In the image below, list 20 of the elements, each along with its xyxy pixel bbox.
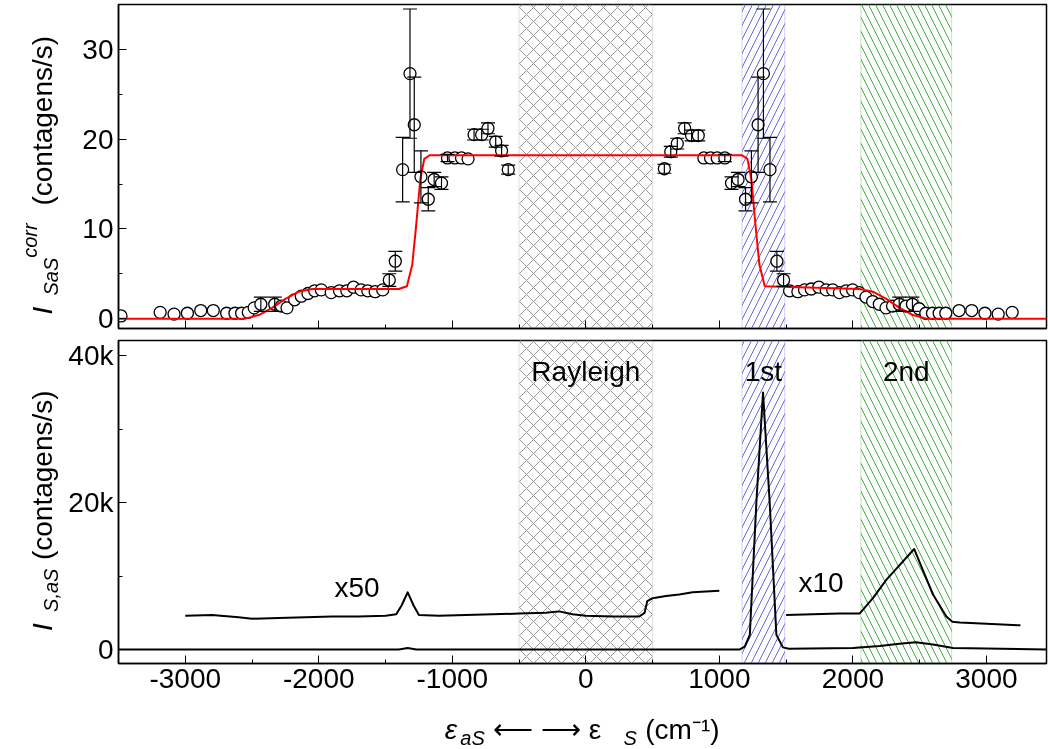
y-tick-label: 30 bbox=[82, 33, 114, 65]
band-label: Rayleigh bbox=[531, 355, 641, 387]
x-tick-label: -1000 bbox=[416, 662, 489, 694]
y-tick-label: 20k bbox=[68, 487, 115, 519]
line-series bbox=[785, 547, 1022, 627]
y-tick-label: 20 bbox=[82, 123, 114, 155]
x-tick-label: -3000 bbox=[149, 662, 222, 694]
y-axis-title: IS,aS (contagens/s) bbox=[27, 390, 62, 631]
annotation: x50 bbox=[334, 572, 380, 604]
annotation: x10 bbox=[798, 567, 844, 599]
x-tick-label: 1000 bbox=[688, 662, 751, 694]
x-tick-label: -2000 bbox=[282, 662, 355, 694]
y-axis-title: ISaScorr (contagens/s) bbox=[18, 35, 62, 315]
x-tick-label: 0 bbox=[578, 662, 594, 694]
x-tick-label: 2000 bbox=[821, 662, 885, 694]
y-tick-label: 0 bbox=[97, 303, 114, 335]
y-tick-label: 0 bbox=[97, 634, 114, 666]
y-tick-label: 40k bbox=[68, 340, 115, 372]
x-tick-label: 3000 bbox=[955, 662, 1018, 694]
y-tick-label: 10 bbox=[82, 213, 114, 245]
